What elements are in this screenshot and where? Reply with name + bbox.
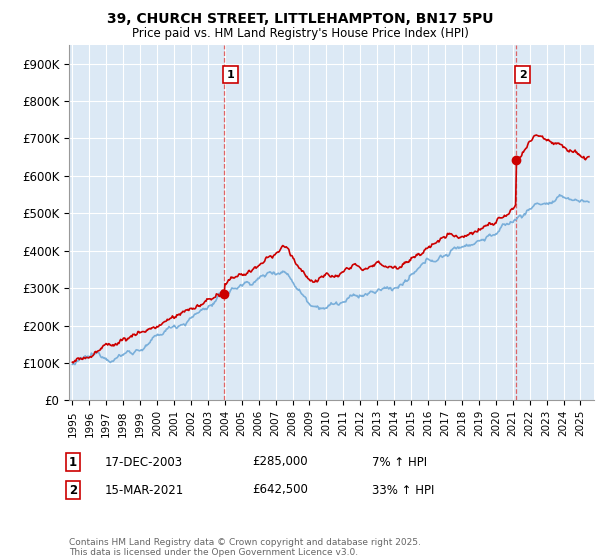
Text: 7% ↑ HPI: 7% ↑ HPI <box>372 455 427 469</box>
Text: 33% ↑ HPI: 33% ↑ HPI <box>372 483 434 497</box>
Text: 15-MAR-2021: 15-MAR-2021 <box>105 483 184 497</box>
Text: Price paid vs. HM Land Registry's House Price Index (HPI): Price paid vs. HM Land Registry's House … <box>131 27 469 40</box>
Text: £642,500: £642,500 <box>252 483 308 497</box>
Text: 1: 1 <box>69 455 77 469</box>
Text: 2: 2 <box>69 483 77 497</box>
Text: 39, CHURCH STREET, LITTLEHAMPTON, BN17 5PU: 39, CHURCH STREET, LITTLEHAMPTON, BN17 5… <box>107 12 493 26</box>
Text: 2: 2 <box>518 70 526 80</box>
Text: 17-DEC-2003: 17-DEC-2003 <box>105 455 183 469</box>
Text: 1: 1 <box>227 70 235 80</box>
Text: Contains HM Land Registry data © Crown copyright and database right 2025.
This d: Contains HM Land Registry data © Crown c… <box>69 538 421 557</box>
Text: £285,000: £285,000 <box>252 455 308 469</box>
